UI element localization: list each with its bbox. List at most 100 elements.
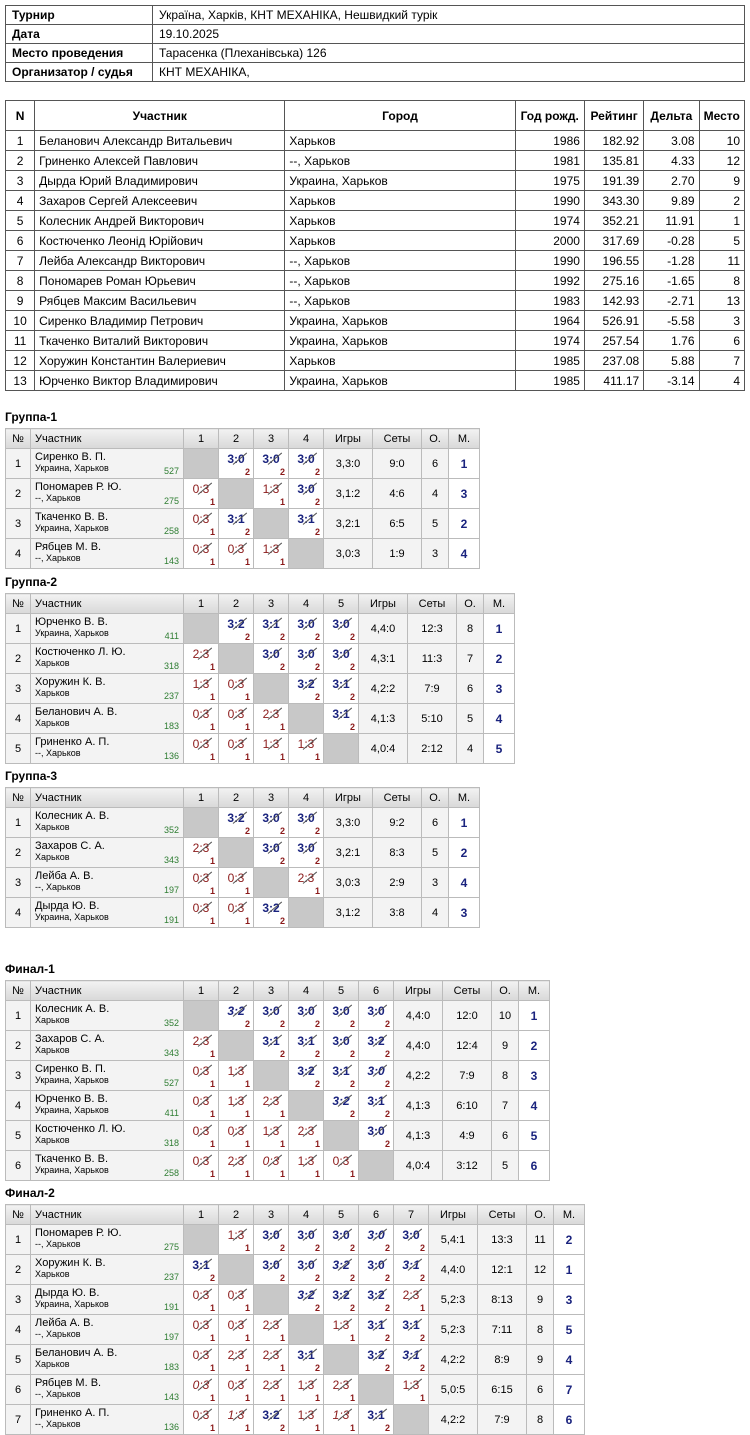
player-number: 3 bbox=[5, 508, 31, 539]
player-rating: 527 bbox=[163, 1078, 179, 1088]
match-points: 2 bbox=[349, 1273, 355, 1283]
player-cell: Захаров С. А. Харьков 343 bbox=[30, 1030, 184, 1061]
cell-n: 12 bbox=[4, 350, 36, 371]
cell-n: 3 bbox=[4, 170, 36, 191]
player-name: Колесник А. В. bbox=[35, 810, 110, 822]
player-cell: Костюченко Л. Ю. Харьков 318 bbox=[30, 643, 184, 674]
player-sets: 12:0 bbox=[442, 1000, 492, 1031]
match-points: 2 bbox=[314, 856, 320, 866]
match-result: 0:3 1 bbox=[218, 1284, 254, 1315]
match-result: 3:1 2 bbox=[183, 1254, 219, 1285]
match-score: 3:1 bbox=[297, 512, 315, 526]
player-games: 4,0:4 bbox=[393, 1150, 443, 1181]
match-points: 2 bbox=[314, 467, 320, 477]
match-points: 2 bbox=[279, 1049, 285, 1059]
player-points: 6 bbox=[456, 673, 484, 704]
player-games: 4,2:2 bbox=[393, 1060, 443, 1091]
match-result: 0:3 1 bbox=[183, 508, 219, 539]
player-cell: Пономарев Р. Ю. --, Харьков 275 bbox=[30, 478, 184, 509]
player-place: 4 bbox=[448, 867, 480, 898]
cell-n: 13 bbox=[4, 370, 36, 391]
player-rating: 197 bbox=[163, 885, 179, 895]
match-score: 0:3 bbox=[192, 1288, 210, 1302]
participant-row: 1 Беланович Александр Витальевич Харьков 19… bbox=[4, 130, 745, 151]
header-games: Игры bbox=[428, 1204, 478, 1225]
info-row: Дата 19.10.2025 bbox=[5, 24, 745, 44]
match-result: 2:3 1 bbox=[253, 703, 289, 734]
player-games: 4,2:2 bbox=[428, 1344, 478, 1375]
group-header-row: № Участник 1 2 3 4 5 6 Игры Сеты О. М. bbox=[5, 980, 550, 1001]
player-rating: 352 bbox=[163, 1018, 179, 1028]
cell-name: Рябцев Максим Васильевич bbox=[34, 290, 286, 311]
cell-delta: -3.14 bbox=[643, 370, 700, 391]
match-points: 2 bbox=[384, 1049, 390, 1059]
player-points: 6 bbox=[526, 1374, 554, 1405]
match-result: 1:3 1 bbox=[253, 538, 289, 569]
player-city: Харьков bbox=[35, 1269, 70, 1279]
player-number: 2 bbox=[5, 1030, 31, 1061]
player-games: 5,2:3 bbox=[428, 1314, 478, 1345]
match-points: 2 bbox=[349, 722, 355, 732]
player-number: 1 bbox=[5, 1224, 31, 1255]
header-points: О. bbox=[421, 787, 449, 808]
match-score: 2:3 bbox=[297, 1124, 315, 1138]
player-games: 4,4:0 bbox=[393, 1000, 443, 1031]
cell-year: 1990 bbox=[514, 250, 585, 271]
header-place: М. bbox=[553, 1204, 585, 1225]
player-row: 1 Колесник А. В. Харьков 352 3:2 2 3:0 2 3:0 2 3,3… bbox=[5, 807, 480, 838]
player-row: 3 Дырда Ю. В. Украина, Харьков 191 0:3 1 0:3 1 3… bbox=[5, 1284, 585, 1315]
match-points: 2 bbox=[244, 467, 250, 477]
match-result: 3:0 2 bbox=[323, 613, 359, 644]
match-result: 3:2 2 bbox=[288, 1060, 324, 1091]
match-result: 0:3 1 bbox=[218, 1374, 254, 1405]
cell-n: 9 bbox=[4, 290, 36, 311]
player-row: 2 Захаров С. А. Харьков 343 2:3 1 3:1 2 3:1 2 3:0 2… bbox=[5, 1030, 550, 1061]
match-score: 1:3 bbox=[297, 1378, 315, 1392]
match-result: 0:3 1 bbox=[183, 1090, 219, 1121]
match-result: 3:1 2 bbox=[393, 1254, 429, 1285]
cell-delta: 5.88 bbox=[643, 350, 700, 371]
match-points: 1 bbox=[244, 1333, 250, 1343]
match-result: 0:3 1 bbox=[218, 897, 254, 928]
match-points: 1 bbox=[209, 662, 215, 672]
match-points: 2 bbox=[314, 1273, 320, 1283]
cell-delta: 2.70 bbox=[643, 170, 700, 191]
cell-delta: 11.91 bbox=[643, 210, 700, 231]
match-result: 3:2 2 bbox=[323, 1254, 359, 1285]
self-cell bbox=[183, 807, 219, 838]
self-cell bbox=[183, 448, 219, 479]
player-rating: 143 bbox=[163, 1392, 179, 1402]
match-result: 2:3 1 bbox=[253, 1314, 289, 1345]
match-points: 1 bbox=[209, 1169, 215, 1179]
player-number: 2 bbox=[5, 837, 31, 868]
match-score: 3:2 bbox=[262, 901, 280, 915]
player-points: 6 bbox=[491, 1120, 519, 1151]
cell-delta: -5.58 bbox=[643, 310, 700, 331]
player-sets: 3:12 bbox=[442, 1150, 492, 1181]
player-games: 4,1:3 bbox=[393, 1120, 443, 1151]
match-score: 3:0 bbox=[227, 452, 245, 466]
match-score: 3:0 bbox=[367, 1064, 385, 1078]
player-sets: 8:9 bbox=[477, 1344, 527, 1375]
header-opponent-5: 5 bbox=[323, 1204, 359, 1225]
player-row: 2 Захаров С. А. Харьков 343 2:3 1 3:0 2 3:0 2 3,2:… bbox=[5, 837, 480, 868]
cell-rating: 411.17 bbox=[583, 370, 645, 391]
player-city: Украина, Харьков bbox=[35, 1105, 109, 1115]
player-row: 4 Дырда Ю. В. Украина, Харьков 191 0:3 1 0:3 1 3… bbox=[5, 897, 480, 928]
self-cell bbox=[183, 1224, 219, 1255]
match-points: 2 bbox=[384, 1139, 390, 1149]
match-points: 1 bbox=[209, 752, 215, 762]
match-score: 1:3 bbox=[262, 482, 280, 496]
match-score: 2:3 bbox=[402, 1288, 420, 1302]
match-points: 1 bbox=[314, 1139, 320, 1149]
player-place: 5 bbox=[553, 1314, 585, 1345]
player-number: 3 bbox=[5, 673, 31, 704]
header-year: Год рожд. bbox=[514, 100, 585, 131]
match-score: 1:3 bbox=[402, 1378, 420, 1392]
match-score: 3:2 bbox=[262, 1408, 280, 1422]
cell-name: Колесник Андрей Викторович bbox=[34, 210, 286, 231]
player-row: 1 Юрченко В. В. Украина, Харьков 411 3:2 2 3:1… bbox=[5, 613, 515, 644]
match-points: 2 bbox=[384, 1303, 390, 1313]
match-points: 1 bbox=[244, 1363, 250, 1373]
match-score: 0:3 bbox=[227, 542, 245, 556]
